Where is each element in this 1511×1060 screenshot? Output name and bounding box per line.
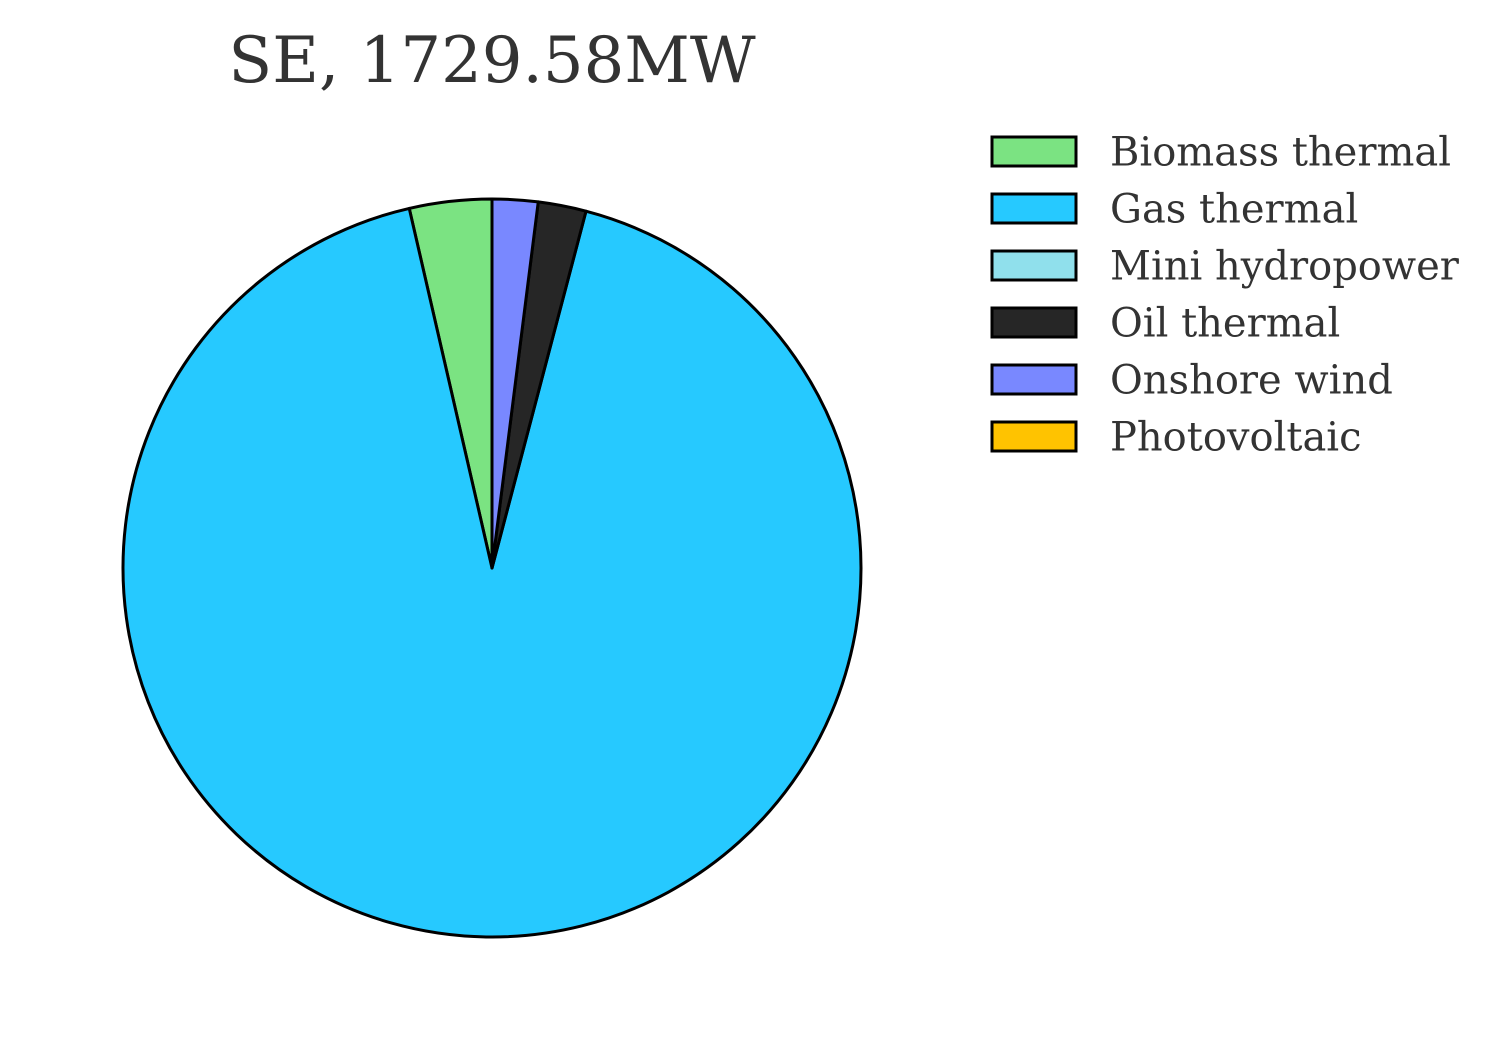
- legend-label-oil-thermal: Oil thermal: [1110, 301, 1340, 347]
- legend-label-onshore-wind: Onshore wind: [1110, 358, 1393, 404]
- pie-slice-gas-thermal: [121, 206, 863, 939]
- legend-label-biomass-thermal: Biomass thermal: [1110, 130, 1451, 176]
- legend-label-photovoltaic: Photovoltaic: [1110, 415, 1362, 461]
- legend-swatch-oil-thermal: [990, 306, 1078, 339]
- legend-swatch-photovoltaic: [990, 420, 1078, 453]
- legend-swatch-biomass-thermal: [990, 135, 1078, 168]
- legend: Biomass thermal Gas thermal Mini hydropowe…: [990, 130, 1460, 461]
- legend-swatch-onshore-wind: [990, 363, 1078, 396]
- chart-title: SE, 1729.58MW: [228, 24, 755, 98]
- legend-label-gas-thermal: Gas thermal: [1110, 187, 1358, 233]
- legend-label-mini-hydropower: Mini hydropower: [1110, 244, 1460, 290]
- legend-swatch-gas-thermal: [990, 192, 1078, 225]
- legend-swatch-mini-hydropower: [990, 249, 1078, 282]
- pie-slices: [121, 197, 863, 939]
- pie-slice-onshore-wind: [490, 197, 540, 570]
